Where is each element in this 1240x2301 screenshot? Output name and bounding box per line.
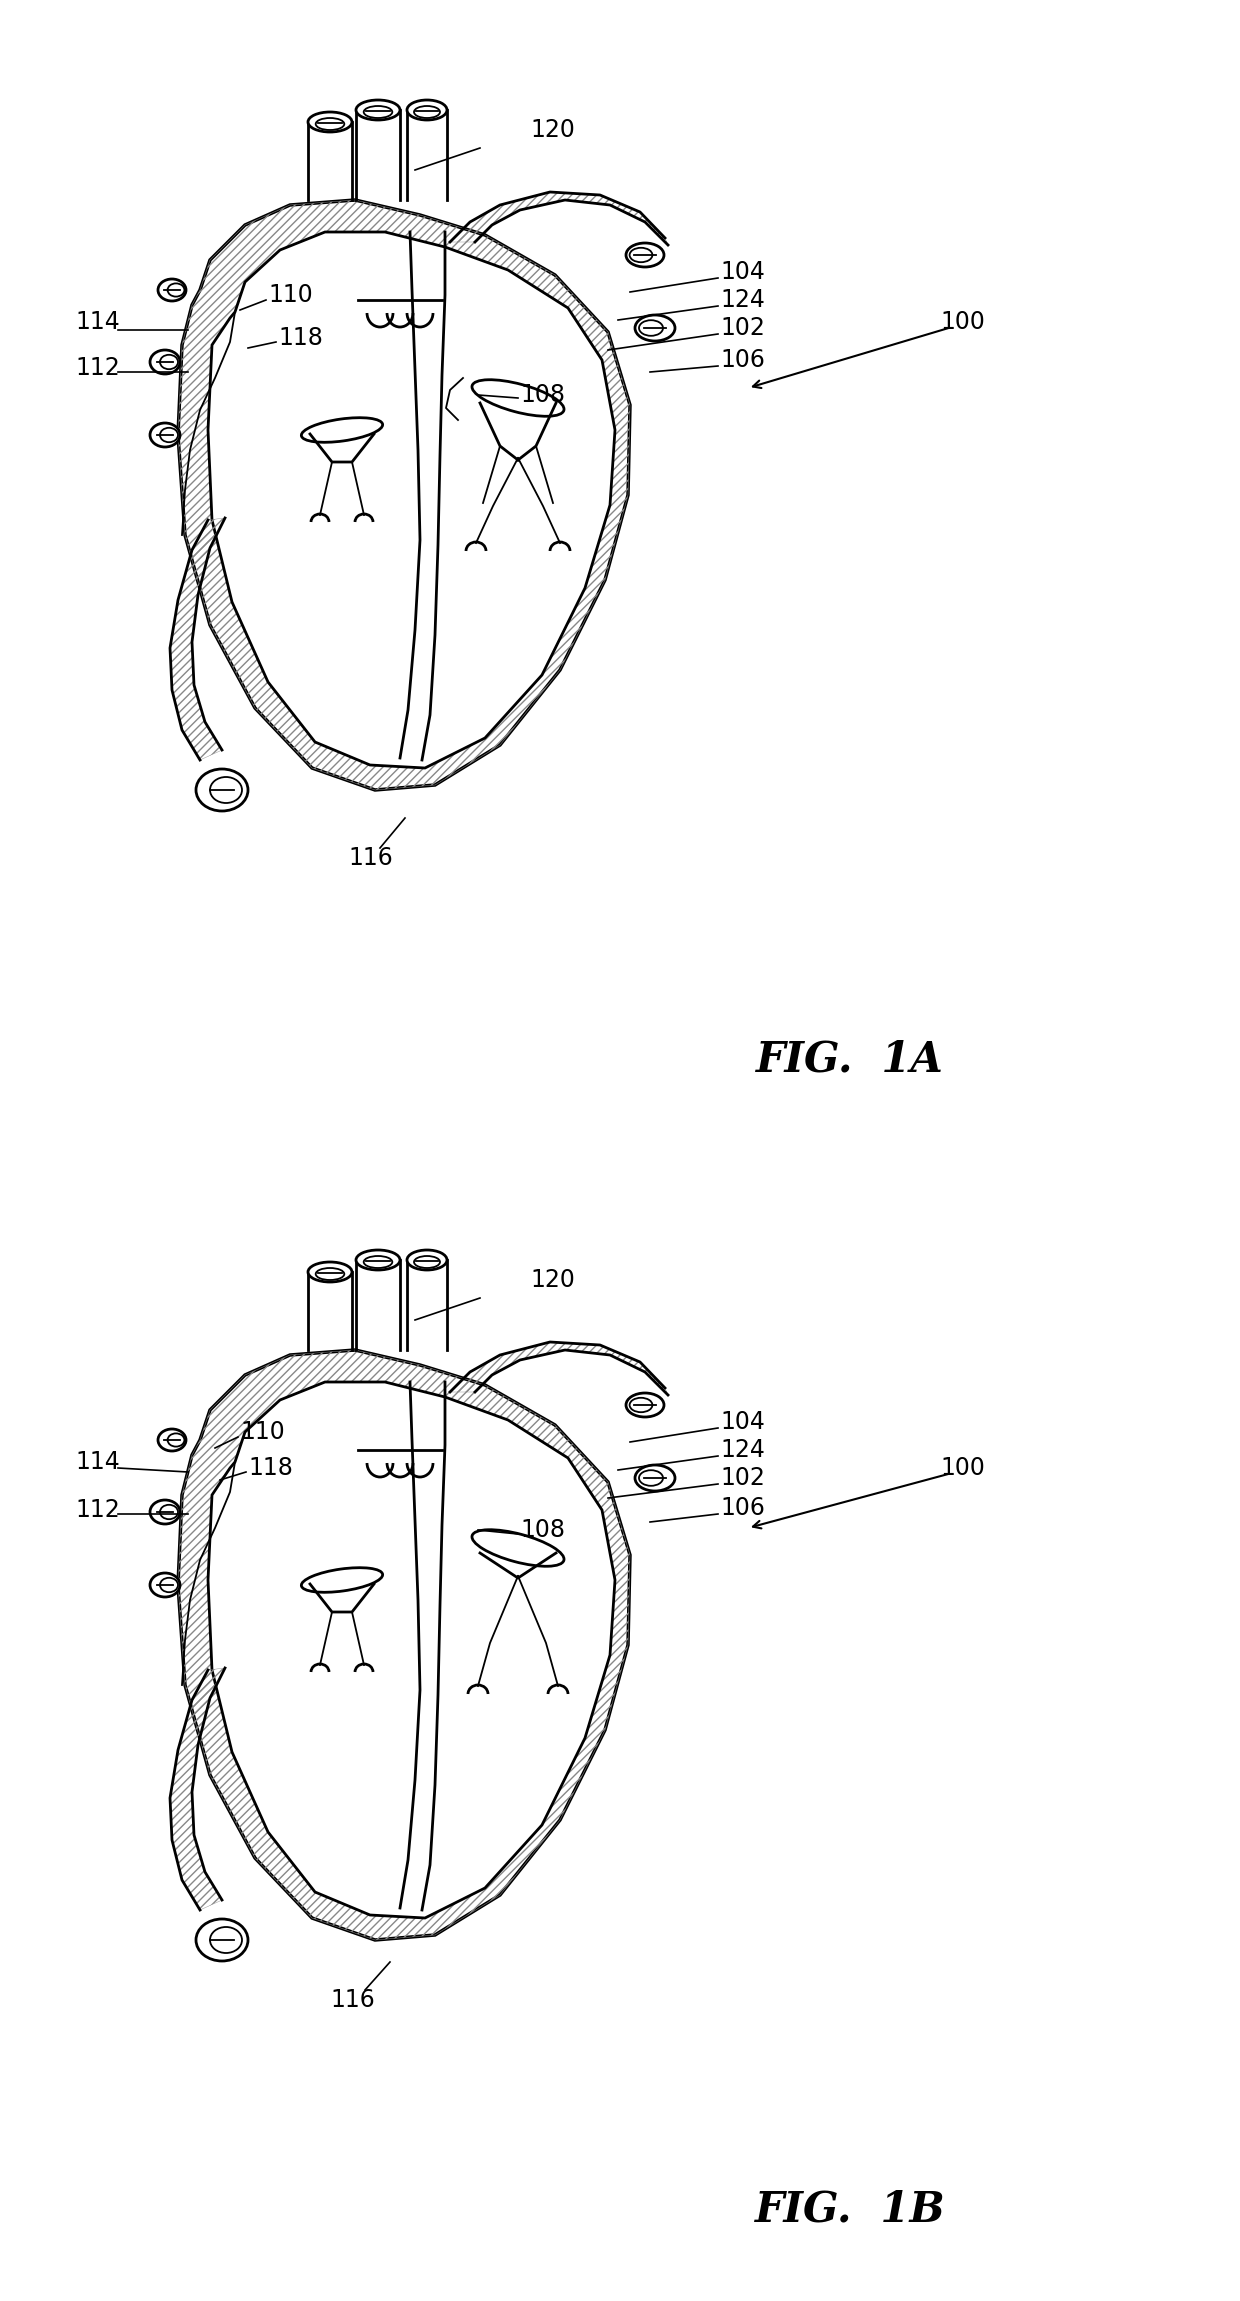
Text: 112: 112 (74, 357, 120, 380)
Ellipse shape (157, 1429, 186, 1452)
Ellipse shape (157, 278, 186, 301)
Ellipse shape (167, 1434, 185, 1447)
Text: 114: 114 (74, 311, 120, 334)
Ellipse shape (414, 106, 440, 117)
Ellipse shape (407, 1249, 446, 1270)
Text: 104: 104 (720, 260, 765, 283)
Polygon shape (208, 232, 615, 769)
Ellipse shape (414, 1256, 440, 1268)
Text: 106: 106 (720, 347, 765, 373)
Ellipse shape (160, 1578, 179, 1592)
Ellipse shape (316, 1268, 345, 1279)
Ellipse shape (150, 1500, 180, 1523)
Ellipse shape (356, 1249, 401, 1270)
Text: FIG.  1A: FIG. 1A (756, 1040, 944, 1081)
Text: 102: 102 (720, 315, 765, 341)
Polygon shape (179, 1351, 630, 1940)
Ellipse shape (196, 1919, 248, 1960)
Polygon shape (179, 200, 630, 789)
Ellipse shape (308, 113, 352, 131)
Ellipse shape (356, 99, 401, 120)
Text: 118: 118 (248, 1457, 293, 1480)
Text: 108: 108 (520, 1519, 565, 1542)
Ellipse shape (210, 1926, 242, 1954)
Text: 118: 118 (278, 327, 322, 350)
Ellipse shape (316, 117, 345, 129)
Ellipse shape (150, 423, 180, 446)
Ellipse shape (626, 244, 663, 267)
Ellipse shape (196, 769, 248, 810)
Ellipse shape (210, 778, 242, 803)
Text: 110: 110 (241, 1420, 285, 1445)
Text: 120: 120 (529, 117, 575, 143)
Text: 116: 116 (348, 847, 393, 870)
Ellipse shape (167, 283, 185, 297)
Text: 112: 112 (74, 1498, 120, 1521)
Ellipse shape (639, 320, 663, 336)
Text: 106: 106 (720, 1496, 765, 1521)
Text: 120: 120 (529, 1268, 575, 1291)
Ellipse shape (363, 1256, 392, 1268)
Text: 104: 104 (720, 1411, 765, 1434)
Ellipse shape (160, 428, 179, 442)
Ellipse shape (635, 1466, 675, 1491)
Text: 110: 110 (268, 283, 312, 306)
Ellipse shape (635, 315, 675, 341)
Ellipse shape (630, 249, 652, 262)
Ellipse shape (160, 1505, 179, 1519)
Ellipse shape (150, 1574, 180, 1597)
Text: 124: 124 (720, 288, 765, 313)
Ellipse shape (630, 1397, 652, 1413)
Ellipse shape (160, 354, 179, 368)
Ellipse shape (626, 1392, 663, 1417)
Ellipse shape (363, 106, 392, 117)
Ellipse shape (639, 1470, 663, 1486)
Text: 124: 124 (720, 1438, 765, 1461)
Ellipse shape (150, 350, 180, 375)
Text: FIG.  1B: FIG. 1B (755, 2188, 945, 2232)
Text: 100: 100 (940, 311, 985, 334)
Ellipse shape (308, 1261, 352, 1282)
Text: 108: 108 (520, 382, 565, 407)
Text: 102: 102 (720, 1466, 765, 1491)
Text: 100: 100 (940, 1457, 985, 1480)
Polygon shape (208, 1383, 615, 1919)
Text: 116: 116 (330, 1988, 374, 2011)
Text: 114: 114 (74, 1450, 120, 1475)
Ellipse shape (407, 99, 446, 120)
